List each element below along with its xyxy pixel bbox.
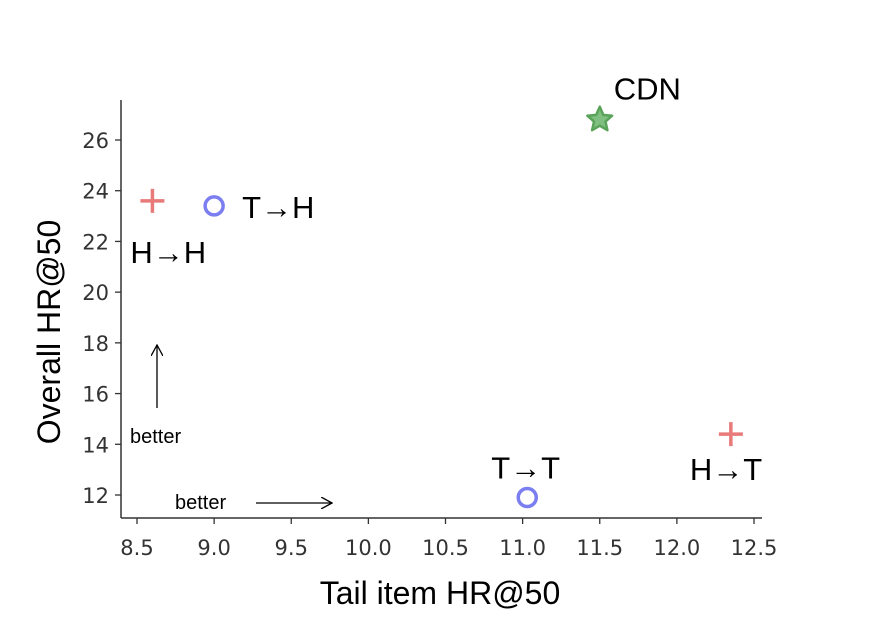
y-tick-label: 24 [82, 180, 109, 204]
data-points: H→H T→H CDN T→T H→T [130, 72, 762, 509]
x-tick-label: 10.5 [422, 536, 469, 560]
x-tick-label: 10.0 [345, 536, 392, 560]
x-tick-label: 9.5 [275, 536, 308, 560]
x-axis-label: Tail item HR@50 [320, 575, 561, 611]
point-label: H→H [130, 235, 206, 270]
point-label: CDN [614, 72, 681, 107]
y-tick-label: 16 [82, 383, 109, 407]
y-axis-label: Overall HR@50 [31, 220, 67, 445]
y-tick-label: 20 [82, 281, 109, 305]
y-tick-label: 12 [82, 484, 109, 508]
star-marker [586, 105, 614, 132]
plus-marker [140, 188, 165, 213]
better-annotations: better better [130, 345, 332, 514]
data-point: T→T [491, 451, 560, 509]
point-label: T→H [242, 190, 314, 225]
x-tick-label: 11.0 [499, 536, 546, 560]
y-ticks: 12 14 16 18 20 22 24 26 [82, 129, 121, 508]
data-point: CDN [586, 72, 681, 132]
circle-marker [203, 195, 225, 217]
horizontal-better-note: better [175, 492, 226, 514]
axes [120, 100, 762, 519]
x-tick-label: 12.0 [653, 536, 700, 560]
x-tick-label: 8.5 [120, 536, 153, 560]
x-tick-label: 11.5 [576, 536, 623, 560]
x-ticks: 8.5 9.0 9.5 10.0 10.5 11.0 11.5 12.0 12.5 [120, 518, 777, 560]
x-tick-label: 12.5 [731, 536, 778, 560]
y-tick-label: 14 [82, 433, 109, 457]
data-point: H→H [130, 188, 206, 270]
data-point: T→H [203, 190, 314, 225]
y-tick-label: 26 [82, 129, 109, 153]
point-label: T→T [491, 451, 560, 486]
y-tick-label: 18 [82, 332, 109, 356]
point-label: H→T [690, 452, 762, 487]
vertical-better-note: better [130, 426, 181, 448]
data-point: H→T [690, 422, 762, 487]
circle-marker [516, 486, 539, 509]
plus-marker [718, 422, 743, 447]
x-tick-label: 9.0 [197, 536, 230, 560]
y-tick-label: 22 [82, 230, 109, 254]
